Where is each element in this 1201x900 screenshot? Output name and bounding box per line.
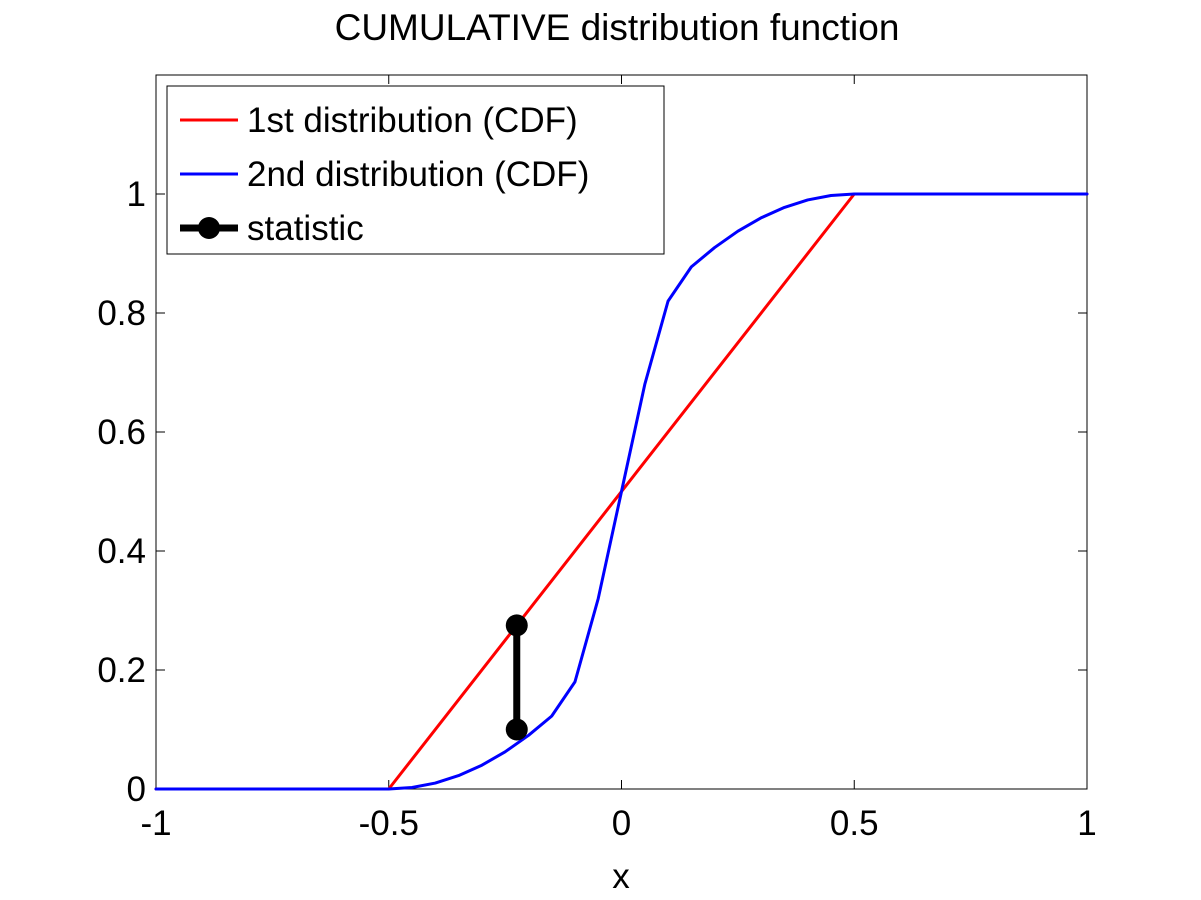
statistic-point bbox=[505, 614, 528, 637]
y-tick-label: 0.8 bbox=[97, 294, 146, 333]
chart-title: CUMULATIVE distribution function bbox=[335, 7, 900, 48]
y-tick-label: 0 bbox=[127, 770, 146, 809]
y-tick-label: 1 bbox=[127, 175, 146, 214]
legend-box bbox=[166, 85, 665, 255]
x-tick-label: 0.5 bbox=[830, 804, 879, 843]
legend-entry-1: 2nd distribution (CDF) bbox=[247, 155, 589, 194]
y-tick-label: 0.2 bbox=[97, 651, 146, 690]
legend-entry-0: 1st distribution (CDF) bbox=[247, 101, 578, 140]
x-axis-label: x bbox=[612, 857, 630, 896]
x-tick-label: -0.5 bbox=[359, 804, 419, 843]
x-tick-label: 1 bbox=[1077, 804, 1096, 843]
series-layer bbox=[154, 192, 1089, 791]
y-tick-label: 0.4 bbox=[97, 532, 146, 571]
statistic-point bbox=[505, 718, 528, 741]
legend-marker bbox=[198, 217, 220, 239]
axis-ticks: -1 -0.5 0 0.5 1 0 0.2 0.4 0.6 0.8 1 bbox=[97, 75, 1097, 843]
legend: 1st distribution (CDF) 2nd distribution (… bbox=[166, 85, 665, 255]
x-tick-label: 0 bbox=[612, 804, 631, 843]
x-tick-label: -1 bbox=[140, 804, 171, 843]
legend-entry-2: statistic bbox=[247, 209, 364, 248]
y-tick-label: 0.6 bbox=[97, 413, 146, 452]
series-line-1 bbox=[154, 192, 1089, 791]
